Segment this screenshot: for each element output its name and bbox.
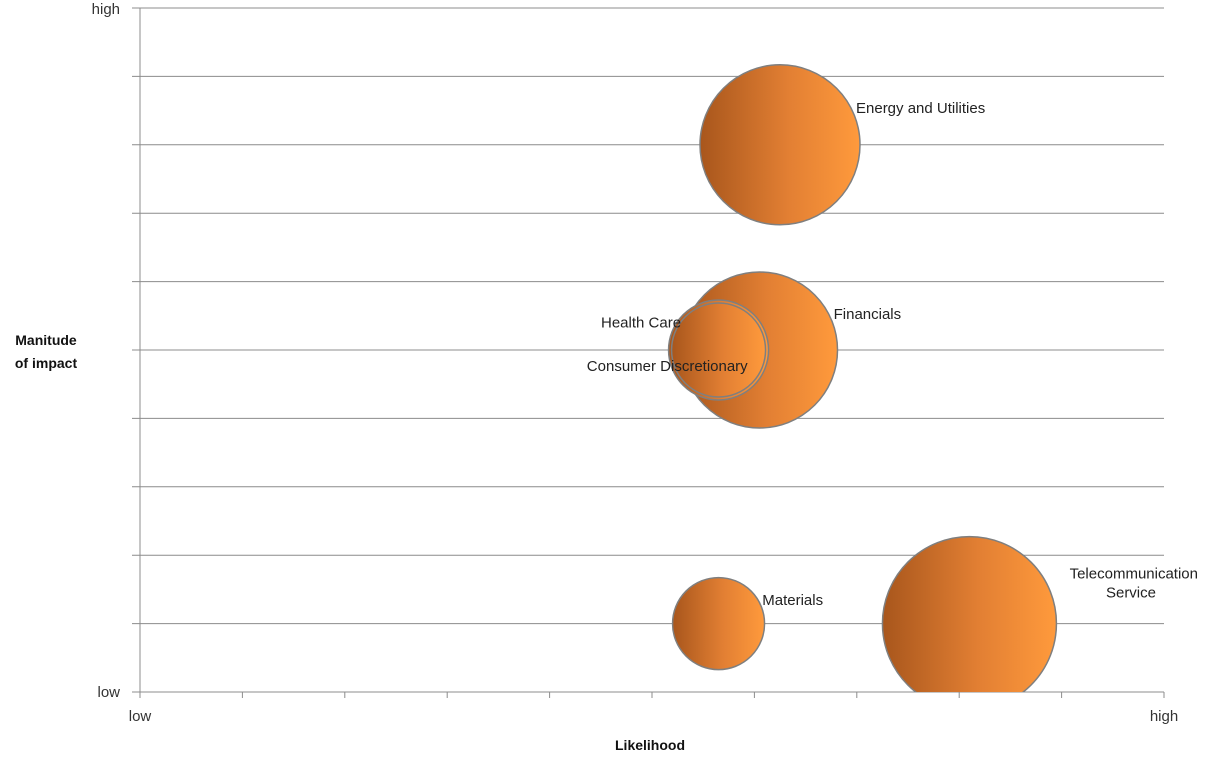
- label-telecommunication-service: Telecommunication Service: [1070, 566, 1198, 602]
- bubbles: [667, 64, 1058, 692]
- y-axis-title-line2: of impact: [15, 355, 78, 371]
- x-tick-low: low: [129, 708, 152, 725]
- label-health-care: Health Care: [601, 315, 681, 332]
- label-consumer-discretionary: Consumer Discretionary: [587, 358, 748, 375]
- gridlines: [132, 7, 1164, 625]
- label-materials: Materials: [762, 592, 823, 609]
- y-axis-title-line1: Manitude: [15, 332, 77, 348]
- bubble-materials: [671, 576, 766, 671]
- y-tick-low: low: [97, 684, 120, 701]
- label-energy-and-utilities: Energy and Utilities: [856, 100, 985, 117]
- y-tick-high: high: [92, 1, 120, 18]
- bubble-labels: Energy and Utilities Financials Health Car…: [587, 100, 1198, 609]
- x-tick-high: high: [1150, 708, 1178, 725]
- bubble-telecommunication-service: [881, 535, 1058, 692]
- label-financials: Financials: [834, 306, 902, 323]
- bubble-consumer-discretionary: [670, 302, 767, 398]
- bubble-energy-and-utilities: [699, 64, 861, 226]
- x-axis-title: Likelihood: [615, 737, 685, 753]
